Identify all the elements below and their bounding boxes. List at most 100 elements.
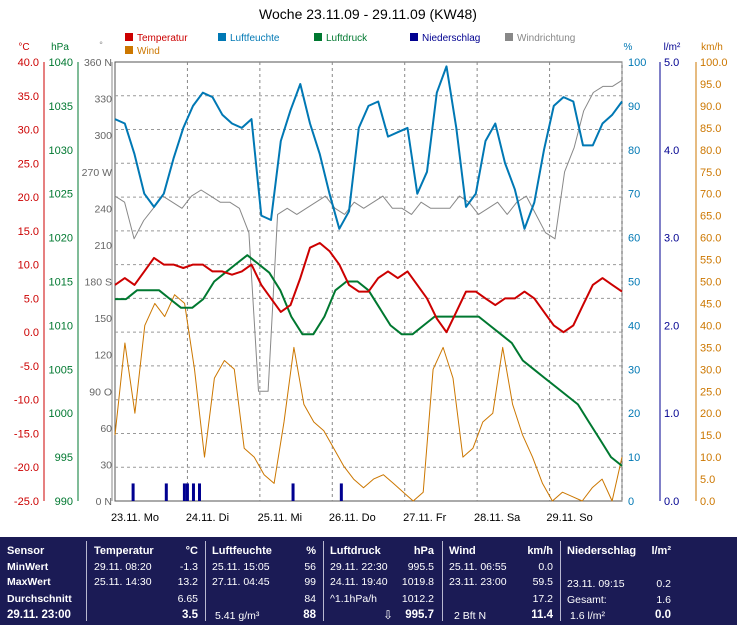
humidity-min-date: 25.11. 15:05 <box>212 561 270 573</box>
temp-avg: 6.65 <box>177 593 198 605</box>
unit-winddir: ° <box>99 40 103 50</box>
wind-avg: 17.2 <box>532 593 553 605</box>
wind-max-value: 59.5 <box>532 576 553 588</box>
series-line-windrichtung <box>114 79 623 392</box>
pressure-min-date: 29.11. 22:30 <box>330 561 388 573</box>
tick-label-pressure: 990 <box>55 496 73 508</box>
tick-label-temperature: 30.0 <box>18 125 39 137</box>
unit-precip: l/m² <box>664 42 681 53</box>
wind-unit: km/h <box>527 545 553 557</box>
pressure-current: 995.7 <box>405 609 434 621</box>
humidity-title: Luftfeuchte <box>212 545 272 557</box>
tick-label-temperature: 25.0 <box>18 158 39 170</box>
pressure-unit: hPa <box>413 545 434 557</box>
tick-label-wind_speed: 35.0 <box>700 342 721 354</box>
humidity-max-value: 99 <box>304 576 316 588</box>
series-line-luftdruck <box>115 254 623 467</box>
precip-unit: l/m² <box>651 545 671 557</box>
precip-title: Niederschlag <box>567 545 637 557</box>
tick-label-wind_direction: 240 <box>94 203 112 215</box>
chart-title: Woche 23.11.09 - 29.11.09 (KW48) <box>259 6 477 22</box>
pressure-title: Luftdruck <box>330 545 381 557</box>
tick-label-precipitation: 5.0 <box>664 57 679 69</box>
stats-sensor-column: Sensor MinWert MaxWert Durchschnitt 29.1… <box>0 537 85 625</box>
tick-label-humidity: 30 <box>628 364 640 376</box>
legend-precip: Niederschlag <box>422 33 480 44</box>
x-tick-label: 28.11. Sa <box>474 512 521 524</box>
tick-label-wind_speed: 50.0 <box>700 277 721 289</box>
x-tick-label: 23.11. Mo <box>111 512 159 524</box>
tick-label-temperature: 20.0 <box>18 192 39 204</box>
precip-bar <box>339 483 343 501</box>
separator <box>323 541 324 621</box>
x-axis-labels: 23.11. Mo 24.11. Di 25.11. Mi 26.11. Do 27.1… <box>111 512 593 524</box>
unit-wind: km/h <box>701 42 723 53</box>
tick-label-precipitation: 3.0 <box>664 233 679 245</box>
tick-label-wind_direction: 0 N <box>96 496 112 508</box>
row-label-max: MaxWert <box>7 576 51 588</box>
pressure-min-value: 995.5 <box>407 561 434 573</box>
wind-title: Wind <box>449 545 476 557</box>
x-tick-label: 24.11. Di <box>186 512 229 524</box>
precip-bar <box>185 483 189 501</box>
tick-label-temperature: 10.0 <box>18 260 39 272</box>
tick-label-humidity: 50 <box>628 277 640 289</box>
tick-label-wind_speed: 40.0 <box>700 320 721 332</box>
precip-bar <box>164 483 168 501</box>
tick-label-wind_direction: 210 <box>94 240 112 252</box>
pressure-avg: 1012.2 <box>401 593 434 605</box>
tick-label-humidity: 0 <box>628 496 634 508</box>
tick-label-wind_speed: 15.0 <box>700 430 721 442</box>
tick-label-temperature: 35.0 <box>18 91 39 103</box>
axis-ticks: 40.0 35.0 30.0 25.0 20.0 15.0 10.0 5.0 0.0 -5.0 -1… <box>14 57 728 508</box>
tick-label-wind_speed: 95.0 <box>700 79 721 91</box>
tick-label-precipitation: 4.0 <box>664 145 679 157</box>
tick-label-pressure: 1030 <box>49 145 73 157</box>
temp-max-value: 13.2 <box>177 576 198 588</box>
row-label-min: MinWert <box>7 561 49 573</box>
humidity-min-value: 56 <box>304 561 316 573</box>
series-layer <box>114 65 623 502</box>
x-tick-label: 27.11. Fr <box>403 512 447 524</box>
tick-label-wind_direction: 90 O <box>89 386 112 398</box>
wind-max-date: 23.11. 23:00 <box>449 576 507 588</box>
plot-frame <box>114 61 623 502</box>
tick-label-pressure: 1015 <box>49 277 73 289</box>
tick-label-wind_speed: 75.0 <box>700 167 721 179</box>
pressure-max-value: 1019.8 <box>401 576 434 588</box>
humidity-current: 88 <box>303 609 316 621</box>
tick-label-wind_speed: 60.0 <box>700 233 721 245</box>
wind-beaufort: 2 Bft N <box>454 610 487 622</box>
legend-swatch-humidity <box>218 33 226 41</box>
tick-label-humidity: 80 <box>628 145 640 157</box>
separator <box>86 541 87 621</box>
tick-label-humidity: 60 <box>628 233 640 245</box>
x-tick-label: 25.11. Mi <box>258 512 302 524</box>
legend-winddir: Windrichtung <box>517 33 575 44</box>
tick-label-temperature: -10.0 <box>14 395 39 407</box>
current-datetime: 29.11. 23:00 <box>7 609 71 621</box>
tick-label-precipitation: 1.0 <box>664 408 679 420</box>
row-label-avg: Durchschnitt <box>7 593 72 605</box>
stats-humidity-column: Luftfeuchte % 25.11. 15:05 56 27.11. 04:… <box>207 537 322 625</box>
grid <box>114 62 623 501</box>
tick-label-wind_speed: 55.0 <box>700 255 721 267</box>
tick-label-pressure: 1035 <box>49 101 73 113</box>
temp-min-value: -1.3 <box>179 561 198 573</box>
precip-rate: 1.6 l/m² <box>570 610 606 622</box>
tick-label-temperature: 40.0 <box>18 57 39 69</box>
tick-label-temperature: -5.0 <box>20 361 39 373</box>
tick-label-wind_speed: 20.0 <box>700 408 721 420</box>
tick-label-wind_speed: 25.0 <box>700 386 721 398</box>
unit-temp: °C <box>18 42 29 53</box>
tick-label-temperature: -25.0 <box>14 496 39 508</box>
tick-label-pressure: 1010 <box>49 320 73 332</box>
tick-label-wind_speed: 5.0 <box>700 474 715 486</box>
legend-temp: Temperatur <box>137 33 188 44</box>
tick-label-precipitation: 2.0 <box>664 320 679 332</box>
legend-swatch-wind <box>125 46 133 54</box>
pressure-trend: ^1.1hPa/h <box>330 593 377 605</box>
tick-label-wind_speed: 90.0 <box>700 101 721 113</box>
wind-min-date: 25.11. 06:55 <box>449 561 507 573</box>
tick-label-temperature: -20.0 <box>14 462 39 474</box>
